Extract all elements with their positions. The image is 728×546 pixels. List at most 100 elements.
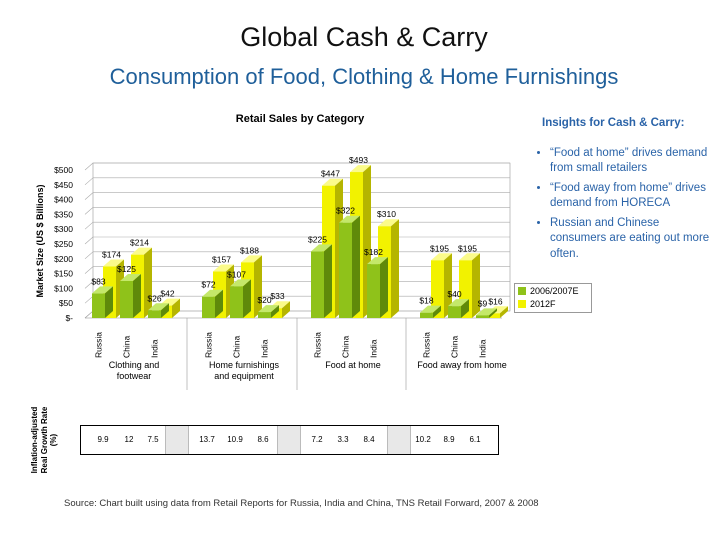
data-label-2006: $182: [364, 247, 383, 257]
data-label-2012f: $310: [377, 209, 396, 219]
insight-bullet: “Food away from home” drives demand from…: [550, 181, 718, 212]
y-tick-label: $400: [54, 195, 73, 205]
growth-value: 7.5: [147, 435, 159, 444]
page-title: Global Cash & Carry: [240, 22, 488, 52]
bar-2006-side: [324, 244, 332, 318]
category-label: Russia: [422, 332, 432, 358]
growth-value: 10.2: [415, 435, 431, 444]
chart-title: Retail Sales by Category: [236, 113, 365, 125]
growth-value: 7.2: [311, 435, 323, 444]
growth-value: 12: [124, 435, 134, 444]
bar-2006-top: [120, 274, 141, 281]
bar-2006: [230, 286, 243, 318]
data-label-2006: $83: [91, 276, 105, 286]
data-label-2006: $72: [201, 280, 215, 290]
bar-2006-top: [367, 257, 388, 265]
y-tick-label: $300: [54, 224, 73, 234]
y-axis-label: Market Size (US $ Billions): [35, 184, 45, 297]
bar-2006-top: [448, 299, 469, 307]
bar-2012f-top: [431, 253, 452, 261]
category-label: China: [232, 336, 242, 358]
bar-2006-top: [476, 308, 497, 316]
growth-rate-table: 9.9 12 7.5 13.7 10.9 8.6 7.2 3.3 8.4 10.2 8.9 6.1: [80, 425, 499, 455]
data-label-2006: $9: [478, 298, 488, 308]
bar-2012f-side: [172, 298, 180, 318]
bar-2006: [311, 251, 324, 318]
bar-2006: [202, 296, 215, 318]
bar-2006: [367, 264, 380, 318]
bar-2006: [258, 312, 271, 318]
bar-2006-side: [243, 279, 251, 318]
grid-line: [84, 281, 94, 289]
bar-2006: [476, 315, 489, 318]
bar-2012f-top: [322, 178, 343, 186]
category-label: Russia: [204, 332, 214, 358]
bar-2006-top: [258, 305, 279, 313]
chart-legend: 2006/2007E 2012F: [514, 283, 592, 313]
data-label-2012f: $33: [270, 291, 284, 301]
data-label-2006: $18: [419, 296, 433, 306]
bar-2012f-side: [500, 306, 508, 318]
y-tick-label: $350: [54, 209, 73, 219]
bar-2006-side: [215, 289, 223, 318]
data-label-2012f: $16: [488, 296, 502, 306]
growth-separator: [165, 426, 189, 454]
bar-2012f: [487, 313, 500, 318]
bar-2006: [92, 293, 105, 318]
bar-2006: [148, 310, 161, 318]
data-label-2006: $107: [227, 269, 246, 279]
y-tick-label: $500: [54, 165, 73, 175]
bar-2012f-side: [254, 255, 262, 318]
growth-value: 9.9: [97, 435, 109, 444]
growth-value: 13.7: [199, 435, 215, 444]
legend-label-series1: 2006/2007E: [530, 285, 579, 296]
growth-rate-label: Inflation-adjusted Real Growth Rate (%): [30, 406, 59, 474]
grid-line: [84, 207, 94, 215]
bar-2012f-side: [472, 253, 480, 318]
data-label-2006: $125: [117, 264, 136, 274]
grid-line: [84, 177, 94, 186]
bar-2006: [120, 281, 133, 318]
growth-value: 6.1: [469, 435, 481, 444]
y-tick-label: $150: [54, 269, 73, 279]
category-label: China: [450, 336, 460, 358]
grid-line: [84, 266, 94, 274]
bar-2006-top: [311, 244, 332, 252]
group-label: Food away from home: [417, 360, 507, 370]
category-label: India: [369, 339, 379, 358]
bar-2012f-side: [282, 301, 290, 318]
bar-2006-side: [352, 215, 360, 318]
growth-value: 8.6: [257, 435, 269, 444]
growth-separator: [387, 426, 411, 454]
y-tick-label: $250: [54, 239, 73, 249]
retail-sales-chart: Retail Sales by Category Market Size (US…: [35, 113, 511, 390]
data-label-2006: $225: [308, 234, 327, 244]
bar-2006-top: [148, 303, 169, 311]
category-label: India: [478, 339, 488, 358]
y-tick-label: $450: [54, 180, 73, 190]
bar-2006-top: [230, 279, 251, 287]
bar-2012f-top: [103, 259, 124, 267]
group-label: and equipment: [214, 371, 274, 381]
legend-label-series2: 2012F: [530, 298, 556, 309]
grid-line: [84, 192, 94, 200]
data-label-2012f: $493: [349, 155, 368, 165]
data-label-2012f: $447: [321, 169, 340, 179]
bar-2006-top: [202, 289, 223, 297]
page-subtitle: Consumption of Food, Clothing & Home Fur…: [109, 64, 619, 89]
bar-2006-side: [133, 274, 141, 318]
legend-swatch-series1: [518, 286, 526, 295]
grid-line: [84, 251, 94, 260]
bar-2006-top: [420, 305, 441, 313]
data-label-2012f: $195: [430, 243, 449, 253]
category-label: Russia: [94, 332, 104, 358]
insights-panel: Insights for Cash & Carry: “Food at home…: [528, 116, 718, 266]
bar-2012f-top: [350, 165, 371, 173]
growth-value: 8.4: [363, 435, 375, 444]
bar-2006-side: [380, 257, 388, 318]
data-label-2012f: $188: [240, 245, 259, 255]
bar-2006-side: [433, 305, 441, 318]
bar-2012f-side: [144, 247, 152, 318]
bar-2006: [339, 222, 352, 318]
bar-2006-top: [92, 286, 113, 294]
